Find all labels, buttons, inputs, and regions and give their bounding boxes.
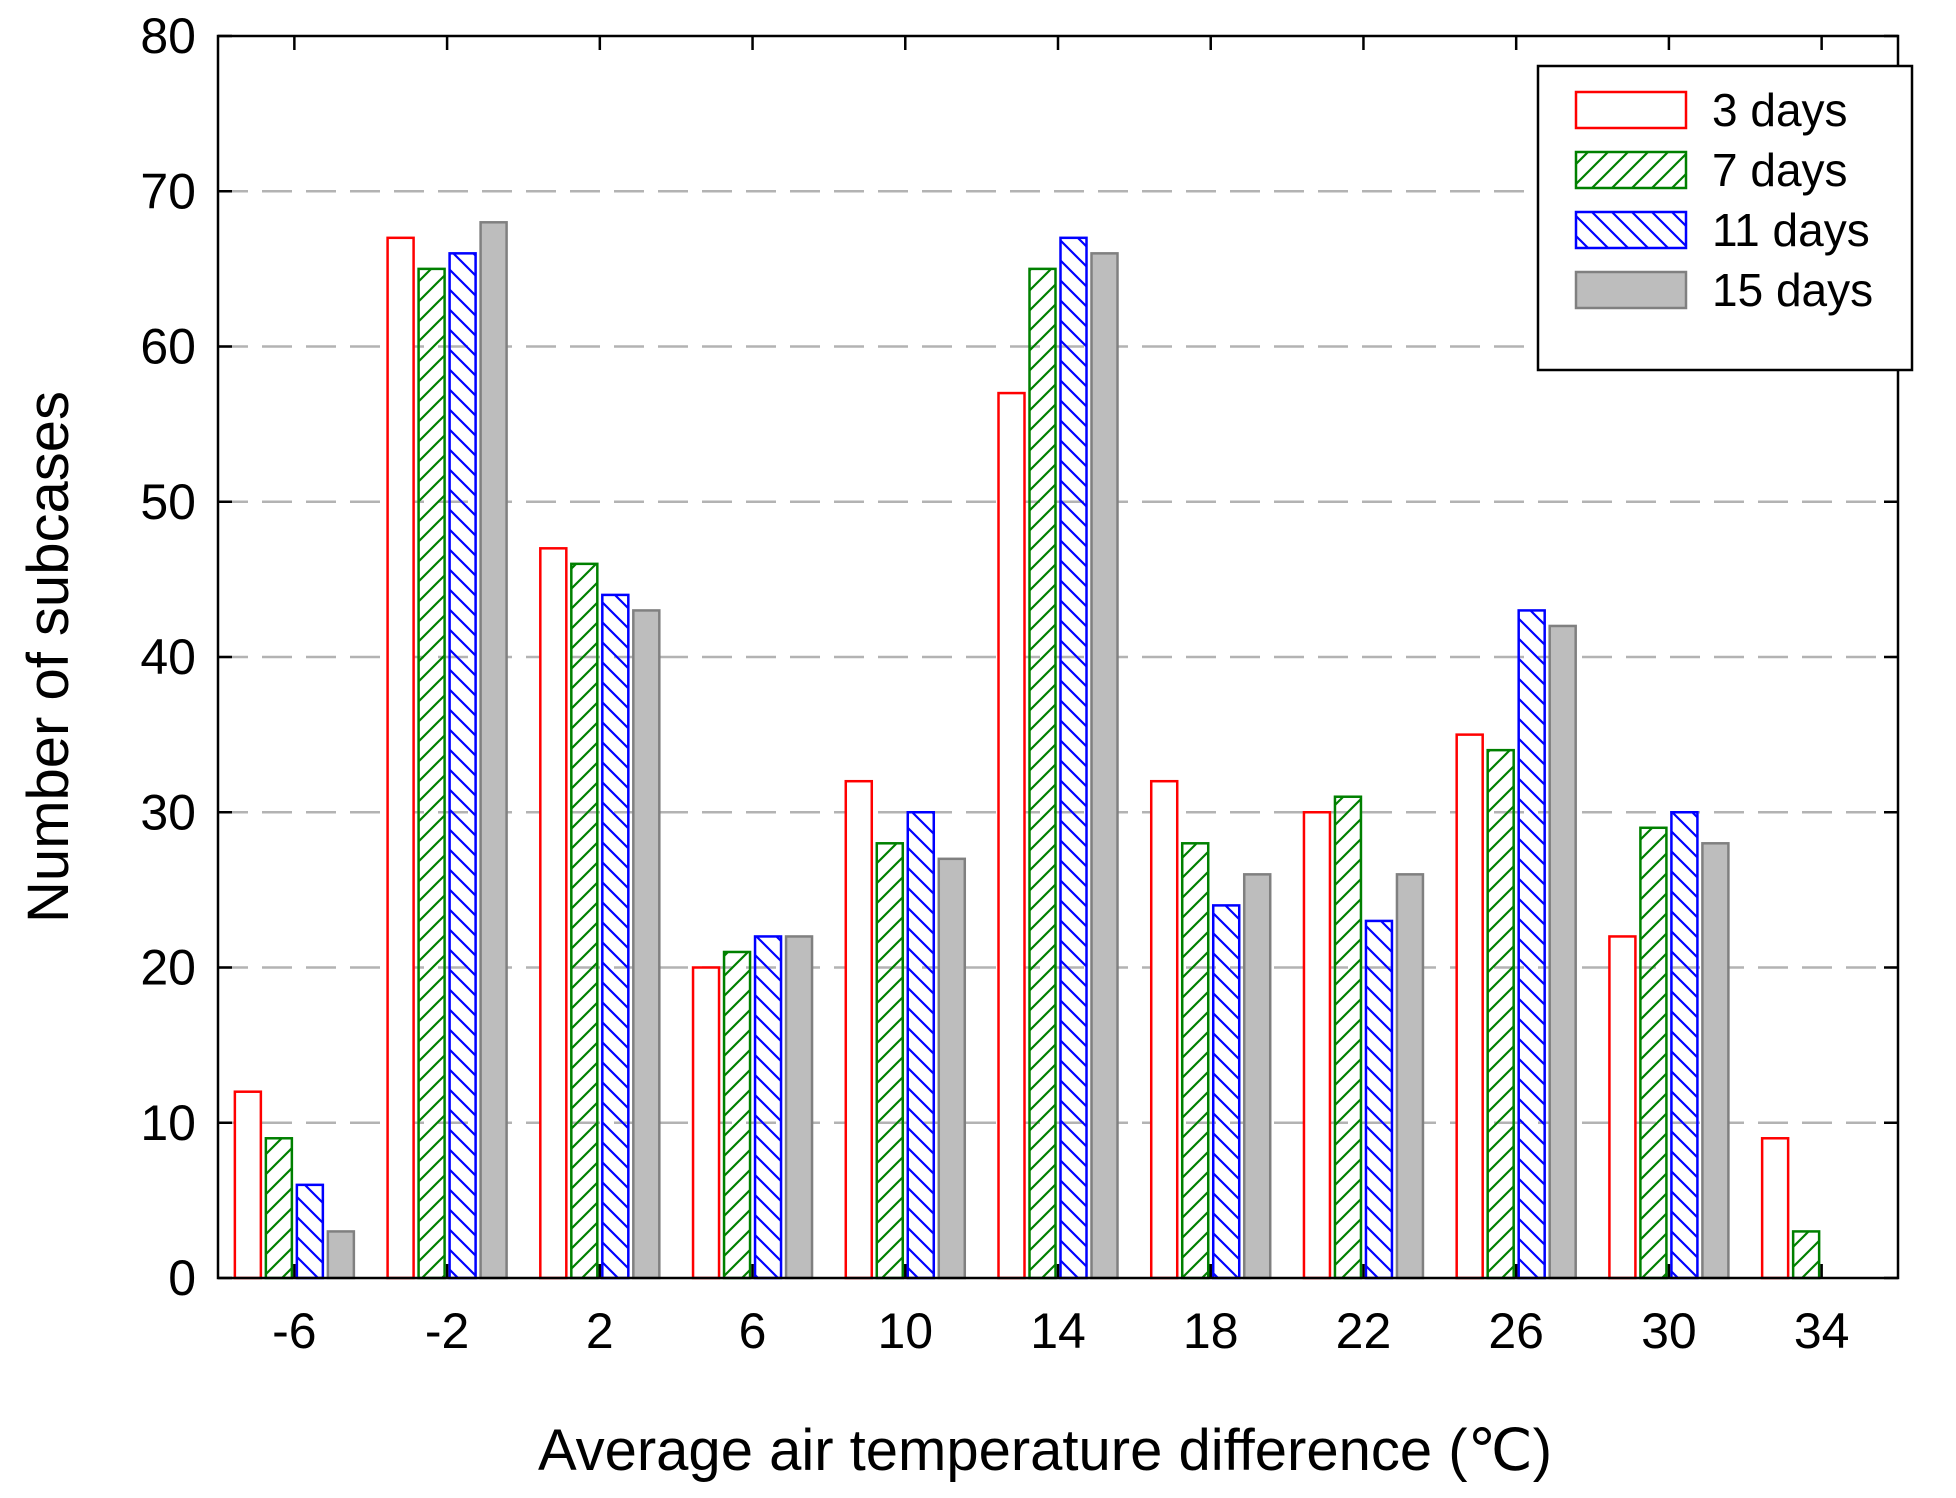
bar-15-days-6 [784, 935, 814, 1280]
bar-7-days-34 [1791, 1230, 1821, 1280]
y-tick-label: 60 [140, 319, 196, 375]
x-tick-label: 30 [1641, 1303, 1697, 1359]
bar-7-days-10 [875, 842, 905, 1280]
bar-11-days--2 [448, 252, 477, 1280]
y-tick-label: 80 [140, 8, 196, 64]
y-tick-label: 20 [140, 940, 196, 996]
bar-7-days-14 [1028, 267, 1057, 1280]
bar-7-days-30 [1639, 826, 1668, 1280]
x-axis-title: Average air temperature difference (℃) [538, 1418, 1552, 1483]
bar-15-days-2 [632, 609, 661, 1280]
bar-11-days-10 [906, 811, 936, 1280]
x-tick-label: 2 [586, 1303, 614, 1359]
legend-swatch-11-days [1574, 210, 1688, 250]
y-tick-label: 50 [140, 474, 196, 530]
bar-15-days--2 [479, 221, 508, 1280]
bar-3-days--2 [386, 236, 415, 1280]
legend: 3 days 7 days 11 days 15 days [1536, 64, 1914, 372]
bar-11-days-30 [1670, 811, 1699, 1280]
legend-label-15-days: 15 days [1712, 264, 1873, 316]
x-tick-label: 18 [1183, 1303, 1239, 1359]
bar-3-days-34 [1760, 1137, 1790, 1280]
bar-7-days--2 [417, 267, 446, 1280]
bar-7-days-26 [1486, 748, 1515, 1280]
bar-15-days-14 [1090, 252, 1119, 1280]
legend-label-11-days: 11 days [1712, 204, 1870, 256]
bar-11-days-6 [753, 935, 783, 1280]
bar-7-days-2 [570, 562, 599, 1280]
y-tick-label: 10 [140, 1095, 196, 1151]
bar-7-days-22 [1333, 795, 1363, 1280]
bar-15-days-30 [1701, 842, 1730, 1280]
y-tick-label: 0 [168, 1250, 196, 1306]
x-tick-label: 6 [739, 1303, 767, 1359]
legend-swatch-3-days [1574, 90, 1688, 130]
bar-15-days-18 [1242, 873, 1272, 1280]
bar-11-days-26 [1517, 609, 1546, 1280]
x-tick-label: 34 [1794, 1303, 1850, 1359]
bar-3-days-18 [1149, 779, 1179, 1280]
bar-7-days-6 [722, 950, 752, 1280]
legend-label-3-days: 3 days [1712, 84, 1848, 136]
y-tick-label: 70 [140, 163, 196, 219]
bar-7-days-18 [1180, 842, 1210, 1280]
x-tick-label: -6 [272, 1303, 316, 1359]
bar-11-days-22 [1364, 919, 1394, 1280]
bar-11-days-14 [1059, 236, 1088, 1280]
bar-3-days--6 [233, 1090, 263, 1280]
x-tick-label: 14 [1030, 1303, 1086, 1359]
legend-swatch-7-days [1574, 150, 1688, 190]
bar-11-days--6 [295, 1183, 325, 1280]
bar-3-days-6 [691, 966, 721, 1280]
bar-15-days-26 [1548, 624, 1577, 1280]
bar-11-days-18 [1211, 904, 1241, 1280]
x-tick-label: 22 [1336, 1303, 1392, 1359]
y-tick-label: 40 [140, 629, 196, 685]
y-tick-label: 30 [140, 784, 196, 840]
bar-15-days--6 [326, 1230, 356, 1280]
bar-3-days-30 [1608, 935, 1637, 1280]
bar-7-days--6 [264, 1137, 294, 1280]
bar-15-days-10 [937, 857, 967, 1280]
legend-label-7-days: 7 days [1712, 144, 1848, 196]
bar-15-days-22 [1395, 873, 1425, 1280]
bar-3-days-2 [539, 547, 568, 1280]
bar-11-days-2 [601, 593, 630, 1280]
x-tick-label: 26 [1488, 1303, 1544, 1359]
bar-3-days-10 [844, 779, 874, 1280]
bars [233, 221, 1821, 1280]
y-axis-title: Number of subcases [16, 391, 81, 923]
x-tick-label: 10 [877, 1303, 933, 1359]
legend-swatch-15-days [1574, 270, 1688, 310]
bar-3-days-22 [1302, 811, 1332, 1280]
bar-3-days-14 [997, 391, 1026, 1280]
x-tick-label: -2 [425, 1303, 469, 1359]
bar-3-days-26 [1455, 733, 1484, 1280]
